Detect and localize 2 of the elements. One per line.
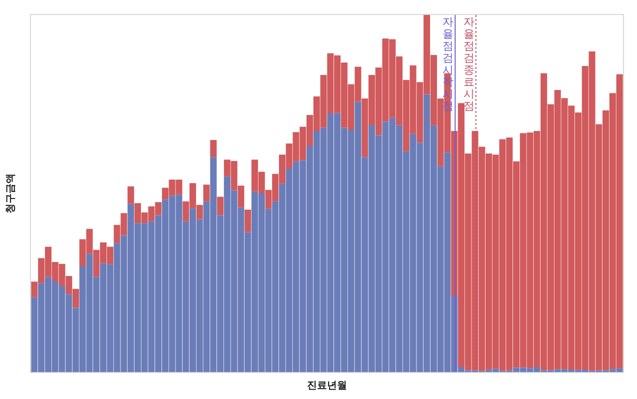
x-axis-title: 진료년월 [307,380,347,392]
y-axis-title: 청구금액 [6,174,17,214]
